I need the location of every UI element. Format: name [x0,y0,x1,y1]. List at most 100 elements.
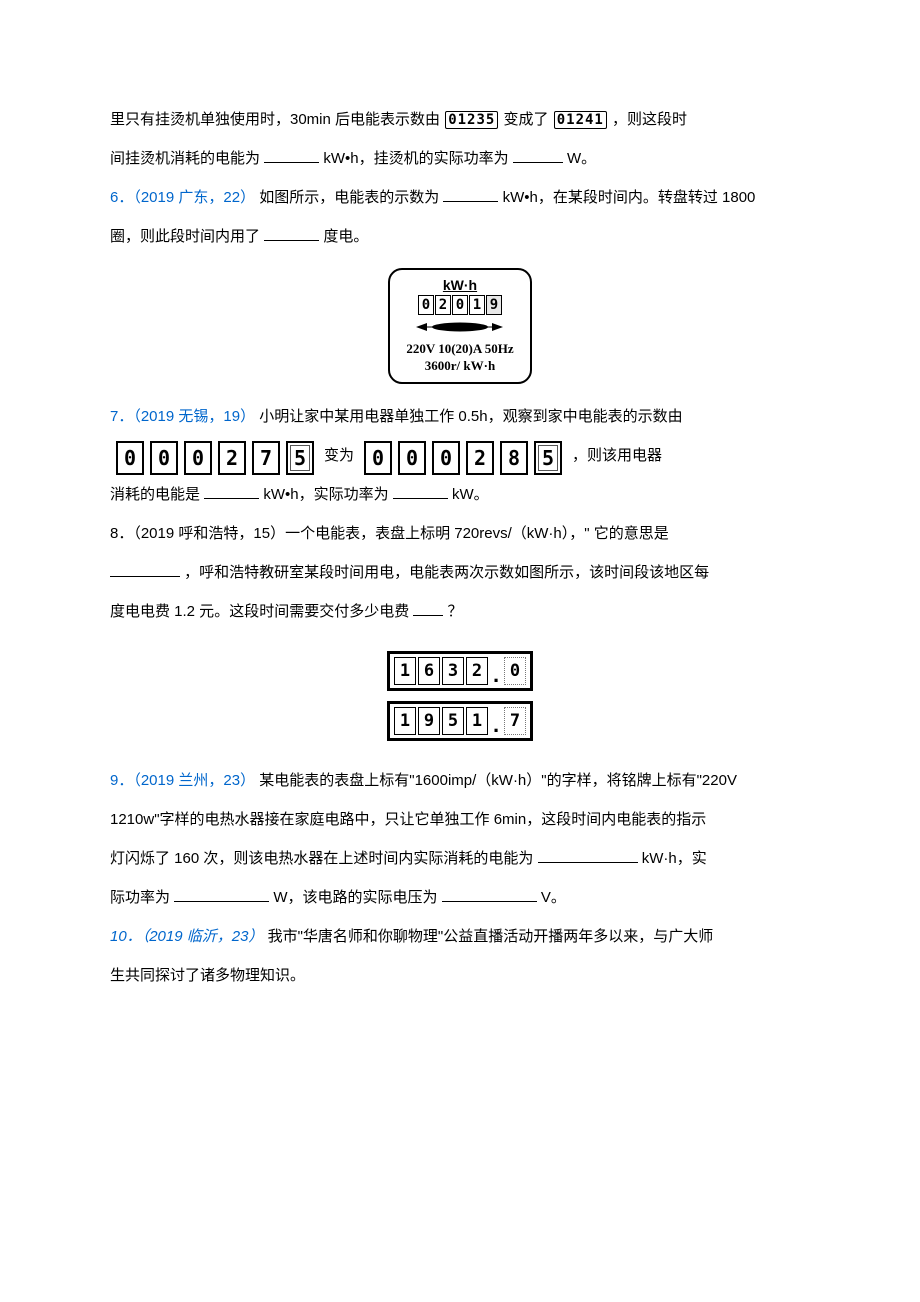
blank-cost[interactable] [413,601,443,616]
digit: 2 [435,295,451,315]
digit: 2 [466,441,494,475]
q9-unit2: W，该电路的实际电压为 [273,889,437,906]
q6-text-a: 如图所示，电能表的示数为 [259,189,439,206]
q7-readings-row: 0 0 0 2 7 5 变为 0 0 0 2 8 5 ，则该用电器 [110,436,810,475]
q9-unit1: kW·h，实 [642,850,707,867]
digit: 0 [184,441,212,475]
digit: 0 [364,441,392,475]
q7-num: 7． [110,408,133,425]
q7-src: （2019 无锡，19） [133,408,255,425]
digit: 0 [504,657,526,685]
q8-text-b: ，呼和浩特教研室某段时间用电，电能表两次示数如图所示，该时间段该地区每 [184,564,709,581]
digit: 5 [286,441,314,475]
digit: 0 [150,441,178,475]
digit: 9 [418,707,440,735]
digit: 5 [442,707,464,735]
q9-text-b: 1210w"字样的电热水器接在家庭电路中，只让它单独工作 6min，这段时间内电… [110,811,706,828]
q7-unit1: kW•h，实际功率为 [263,486,388,503]
q8-num: 8． [110,525,133,542]
blank-energy[interactable] [538,848,638,863]
digit: 3 [442,657,464,685]
digit: 1 [466,707,488,735]
q5-text-c: ，则这段时 [612,111,687,128]
digit: 0 [418,295,434,315]
q5-unit1: kW•h，挂烫机的实际功率为 [323,150,508,167]
digit: 9 [486,295,502,315]
q9-src: （2019 兰州，23） [133,772,255,789]
q6-line1: 6．（2019 广东，22） 如图所示，电能表的示数为 kW•h，在某段时间内。… [110,178,810,217]
q9-line4: 际功率为 W，该电路的实际电压为 V。 [110,878,810,917]
meter-digits: 0 2 0 1 9 [418,295,502,315]
q6-text-b: 圈，则此段时间内用了 [110,228,260,245]
digit: 6 [418,657,440,685]
q7-mid: 变为 [324,436,354,475]
q6-unit1: kW•h，在某段时间内。转盘转过 1800 [503,189,756,206]
q7-line3: 消耗的电能是 kW•h，实际功率为 kW。 [110,475,810,514]
reading-2: 1 9 5 1 . 7 [387,701,533,741]
meter-spec2: 3600r/ kW·h [425,358,495,373]
q6-num: 6． [110,189,133,206]
q5-text-a: 里只有挂烫机单独使用时，30min 后电能表示数由 [110,111,440,128]
digit: 1 [469,295,485,315]
q7-text-b: 消耗的电能是 [110,486,200,503]
blank-energy[interactable] [264,148,319,163]
decimal-dot: . [490,715,502,735]
meter-reading-before: 01235 [445,111,498,130]
meter-reading-after: 01241 [554,111,607,130]
blank-power[interactable] [513,148,563,163]
q6-src: （2019 广东，22） [133,189,255,206]
q6-line2: 圈，则此段时间内用了 度电。 [110,217,810,256]
reading-1: 1 6 3 2 . 0 [387,651,533,691]
q9-line1: 9．（2019 兰州，23） 某电能表的表盘上标有"1600imp/（kW·h）… [110,761,810,800]
digit: 2 [218,441,246,475]
q8-text-c: 度电电费 1.2 元。这段时间需要交付多少电费 [110,603,409,620]
q8-tail: ？ [448,603,463,620]
q5-unit2: W。 [567,150,596,167]
blank-power[interactable] [174,887,269,902]
q5-line1: 里只有挂烫机单独使用时，30min 后电能表示数由 01235 变成了 0124… [110,100,810,139]
meter-spec1: 220V 10(20)A 50Hz [406,341,513,356]
energy-meter: kW·h 0 2 0 1 9 220V 10(20)A 50Hz 3600r/ … [388,268,531,384]
digit: 0 [432,441,460,475]
q9-num: 9． [110,772,133,789]
kwh-label: kW·h [406,278,513,293]
q7-line1: 7．（2019 无锡，19） 小明让家中某用电器单独工作 0.5h，观察到家中电… [110,397,810,436]
q8-line3: 度电电费 1.2 元。这段时间需要交付多少电费 ？ [110,592,810,631]
digit: 0 [452,295,468,315]
q8-line1: 8．（2019 呼和浩特，15）一个电能表，表盘上标明 720revs/（kW·… [110,514,810,553]
digit: 7 [504,707,526,735]
decimal-dot: . [490,665,502,685]
reading-before: 0 0 0 2 7 5 [113,441,317,475]
q6-unit2: 度电。 [323,228,368,245]
digit: 0 [116,441,144,475]
reading-after: 0 0 0 2 8 5 [361,441,565,475]
blank-reading[interactable] [443,187,498,202]
blank-meaning[interactable] [110,562,180,577]
q8-line2: ，呼和浩特教研室某段时间用电，电能表两次示数如图所示，该时间段该地区每 [110,553,810,592]
q9-text-d: 际功率为 [110,889,170,906]
q7-unit2: kW。 [452,486,489,503]
q7-tail: ，则该用电器 [572,436,662,475]
q6-meter-figure: kW·h 0 2 0 1 9 220V 10(20)A 50Hz 3600r/ … [110,268,810,385]
q8-src: （2019 呼和浩特，15）一个电能表，表盘上标明 720revs/（kW·h）… [133,525,668,542]
q5-text-d: 间挂烫机消耗的电能为 [110,150,260,167]
q10-text-b: 生共同探讨了诸多物理知识。 [110,967,305,984]
q5-text-b: 变成了 [504,111,549,128]
digit: 2 [466,657,488,685]
q9-text-a: 某电能表的表盘上标有"1600imp/（kW·h）"的字样，将铭牌上标有"220… [259,772,737,789]
digit: 8 [500,441,528,475]
q10-src: （2019 临沂，23） [142,928,264,945]
blank-power[interactable] [393,484,448,499]
digit: 0 [398,441,426,475]
q9-line2: 1210w"字样的电热水器接在家庭电路中，只让它单独工作 6min，这段时间内电… [110,800,810,839]
digit: 5 [534,441,562,475]
digit: 1 [394,657,416,685]
blank-energy[interactable] [204,484,259,499]
q10-line1: 10．（2019 临沂，23） 我市"华唐名师和你聊物理"公益直播活动开播两年多… [110,917,810,956]
blank-voltage[interactable] [442,887,537,902]
q9-text-c: 灯闪烁了 160 次，则该电热水器在上述时间内实际消耗的电能为 [110,850,533,867]
blank-degree[interactable] [264,226,319,241]
q9-unit3: V。 [541,889,566,906]
q10-line2: 生共同探讨了诸多物理知识。 [110,956,810,995]
q10-num: 10． [110,928,142,945]
